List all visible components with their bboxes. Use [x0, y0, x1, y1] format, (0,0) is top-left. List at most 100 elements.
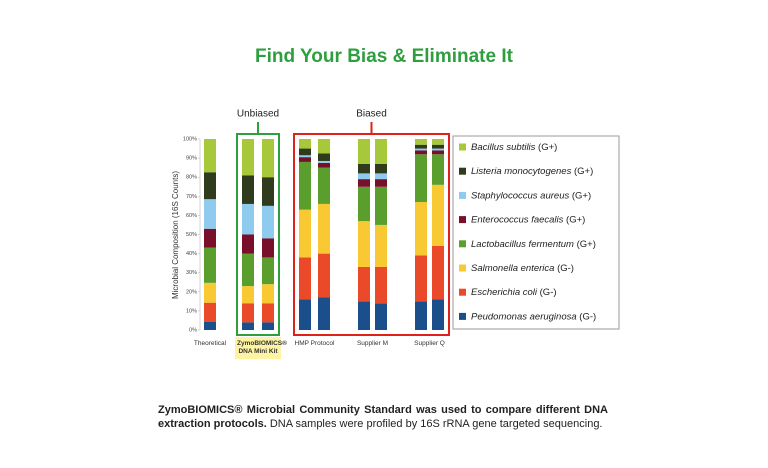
bar-segment: [358, 139, 370, 164]
y-tick-label: 90%: [186, 156, 197, 162]
bar-segment: [375, 179, 387, 187]
bar-segment: [415, 301, 427, 330]
bar-segment: [375, 163, 387, 174]
bar-segment: [432, 184, 444, 246]
bar-segment: [299, 148, 311, 156]
legend-swatch: [459, 167, 466, 175]
bar-segment: [375, 139, 387, 164]
bar-segment: [262, 139, 274, 178]
bar-segment: [358, 301, 370, 330]
bar-segment: [318, 160, 330, 163]
y-tick-label: 60%: [186, 213, 197, 219]
chart-title: Find Your Bias & Eliminate It: [255, 46, 514, 67]
bar-segment: [299, 299, 311, 330]
legend-label: Listeria monocytogenes (G+): [471, 166, 593, 177]
bar-segment: [375, 266, 387, 304]
legend-label: Bacillus subtilis (G+): [471, 142, 557, 153]
legend-swatch: [459, 240, 466, 248]
y-axis-label: Microbial Composition (16S Counts): [171, 171, 180, 299]
legend-species: Staphylococcus aureus: [471, 190, 569, 201]
bar-segment: [415, 255, 427, 302]
legend-label: Staphylococcus aureus (G+): [471, 190, 591, 201]
legend-label: Peudomonas aeruginosa (G-): [471, 311, 596, 322]
legend-gram: (G+): [535, 142, 557, 153]
legend-swatch: [459, 312, 466, 320]
bar-segment: [204, 302, 216, 322]
x-tick-label: HMP Protocol: [294, 340, 335, 347]
bar-segment: [358, 179, 370, 187]
bar-segment: [432, 245, 444, 300]
bar-segment: [299, 155, 311, 158]
bar-segment: [432, 144, 444, 149]
bar-segment: [242, 322, 254, 330]
legend-gram: (G-): [554, 263, 574, 274]
bar-segment: [415, 154, 427, 203]
bar-segment: [262, 238, 274, 258]
legend-swatch: [459, 191, 466, 199]
bar-segment: [299, 157, 311, 162]
bar-segment: [358, 173, 370, 180]
legend-species: Escherichia coli: [471, 287, 538, 298]
bar-segment: [432, 154, 444, 185]
bar-segment: [204, 139, 216, 173]
bar-segment: [242, 234, 254, 254]
bar-segment: [262, 177, 274, 206]
bar-segment: [318, 162, 330, 168]
legend-gram: (G+): [571, 166, 593, 177]
bar-segment: [262, 205, 274, 239]
bar-segment: [204, 228, 216, 248]
legend-species: Lactobacillus fermentum: [471, 238, 574, 249]
legend-swatch: [459, 216, 466, 224]
y-tick-label: 40%: [186, 251, 197, 257]
bar-segment: [204, 247, 216, 283]
bar-segment: [242, 253, 254, 287]
bar-segment: [204, 199, 216, 229]
bar-segment: [242, 203, 254, 235]
bar-segment: [299, 161, 311, 210]
bar-segment: [318, 167, 330, 204]
bar-segment: [375, 224, 387, 267]
legend-label: Escherichia coli (G-): [471, 287, 557, 298]
bar-segment: [204, 172, 216, 200]
bar-segment: [204, 321, 216, 330]
bar-segment: [415, 202, 427, 256]
bar-segment: [358, 163, 370, 174]
bar-segment: [415, 144, 427, 149]
bar-segment: [432, 299, 444, 330]
legend-swatch: [459, 264, 466, 272]
legend-box: [452, 135, 620, 330]
annotation-text: Unbiased: [237, 109, 279, 120]
bar-segment: [432, 150, 444, 155]
caption-bold: ZymoBIOMICS® Microbial Community Standar…: [158, 404, 608, 430]
x-tick-label: Supplier Q: [414, 340, 445, 347]
x-tick-label: Theoretical: [193, 340, 227, 347]
bar-segment: [432, 139, 444, 145]
legend-label: Enterococcus faecalis (G+): [471, 214, 585, 225]
annotation-text: Biased: [356, 109, 387, 120]
legend-species: Bacillus subtilis: [471, 142, 536, 153]
bar-segment: [318, 139, 330, 154]
legend-gram: (G+): [569, 190, 591, 201]
y-tick-label: 50%: [186, 232, 197, 238]
x-tick-label: ZymoBIOMICS® DNA Mini Kit: [235, 337, 287, 359]
y-tick-label: 70%: [186, 194, 197, 200]
bar-segment: [242, 286, 254, 304]
legend-species: Enterococcus faecalis: [471, 214, 564, 225]
y-tick-label: 0%: [189, 327, 197, 333]
legend-species: Salmonella enterica: [471, 263, 554, 274]
bar-segment: [262, 257, 274, 285]
legend-species: Listeria monocytogenes: [471, 166, 572, 177]
bar-segment: [318, 297, 330, 330]
y-tick-label: 30%: [186, 270, 197, 276]
legend-gram: (G+): [574, 238, 596, 249]
legend-swatch: [459, 143, 466, 151]
bar-segment: [318, 203, 330, 254]
legend-label: Salmonella enterica (G-): [471, 263, 574, 274]
bar-segment: [262, 303, 274, 323]
legend-species: Peudomonas aeruginosa: [471, 311, 577, 322]
bar-segment: [299, 139, 311, 149]
bar-segment: [415, 150, 427, 155]
bar-segment: [299, 257, 311, 300]
